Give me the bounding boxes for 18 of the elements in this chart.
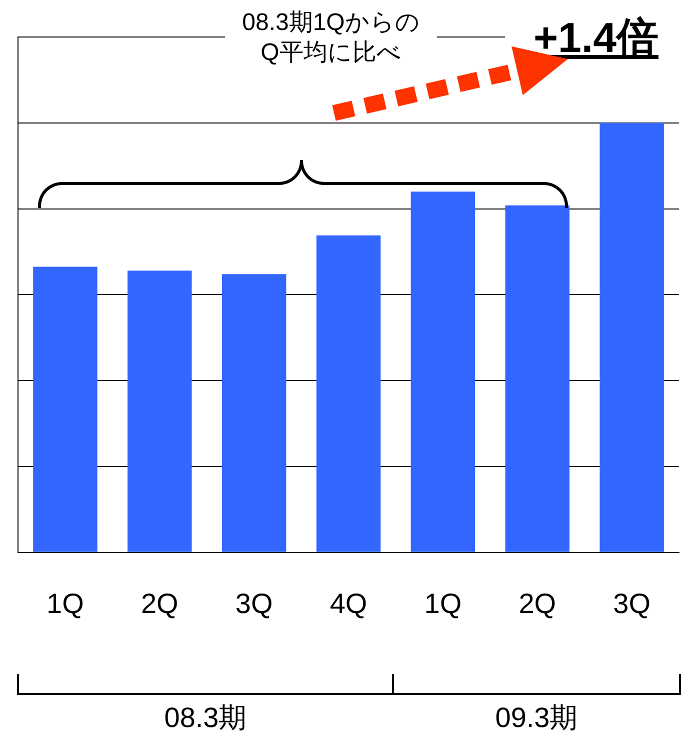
text: 08.3期1Qからの Q平均に比べ <box>225 8 437 68</box>
bar <box>410 192 476 552</box>
x-tick-label: 4Q <box>330 588 368 619</box>
x-tick-label: 2Q <box>518 588 556 619</box>
x-tick-label: 3Q <box>613 588 651 619</box>
text: 09.3期 <box>393 700 680 735</box>
bar <box>505 205 570 552</box>
bar <box>222 274 286 552</box>
x-tick-label: 2Q <box>140 588 178 619</box>
bar <box>33 266 98 552</box>
bar <box>128 270 192 552</box>
text: +1.4倍 <box>505 12 687 64</box>
x-tick-label: 3Q <box>235 588 273 619</box>
bar <box>316 235 381 552</box>
x-tick-label: 1Q <box>46 588 84 619</box>
text: 08.3期 <box>18 700 393 735</box>
bar <box>600 122 664 552</box>
x-tick-label: 1Q <box>424 588 462 619</box>
